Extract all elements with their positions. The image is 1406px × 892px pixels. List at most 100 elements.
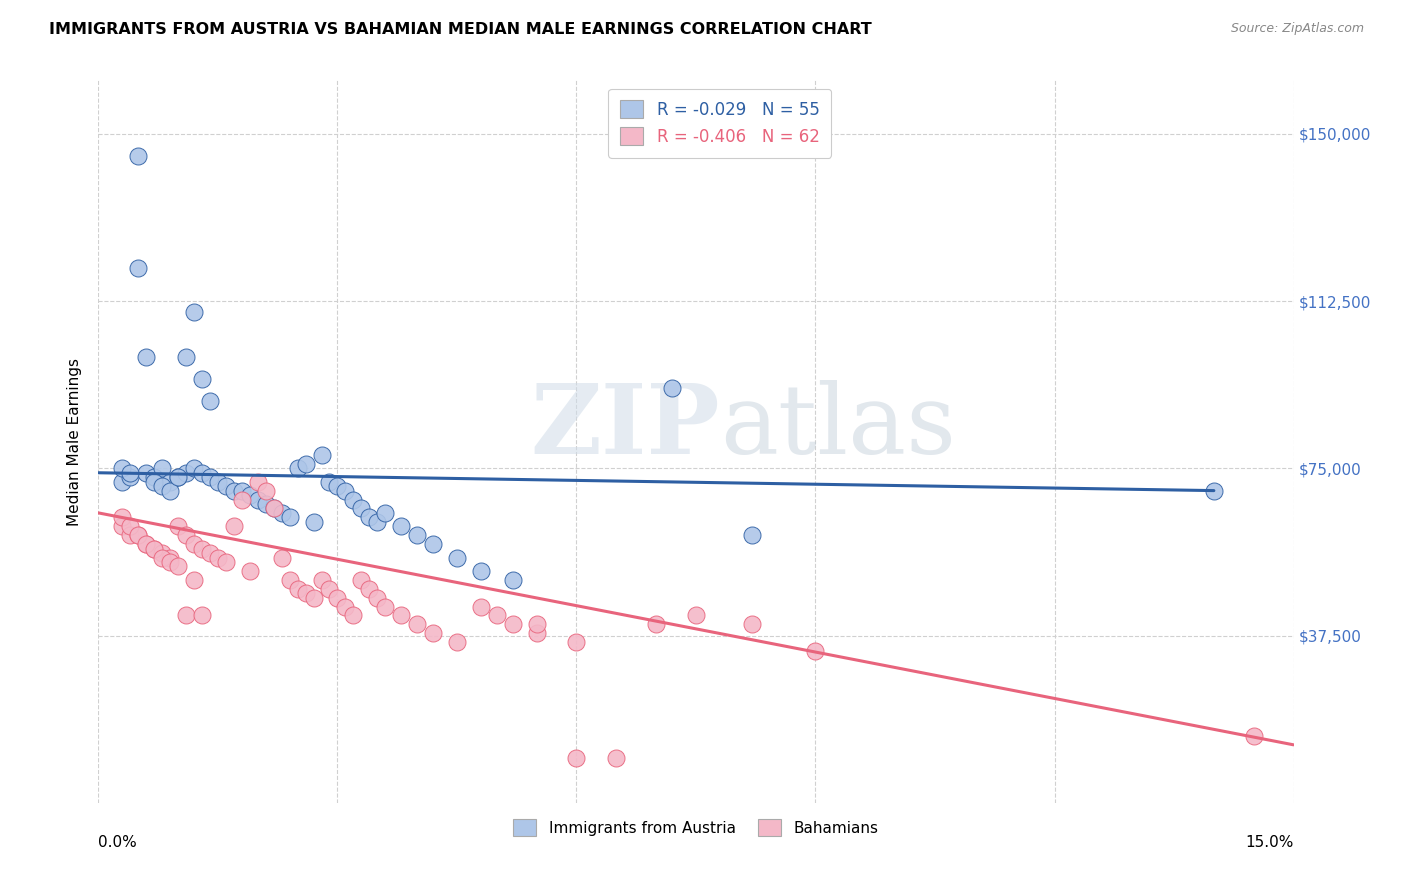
Point [127,149,149,163]
Point [311,573,333,587]
Point [167,470,190,484]
Text: 15.0%: 15.0% [1246,835,1294,850]
Point [685,608,707,623]
Point [183,537,205,551]
Point [406,528,429,542]
Point [374,599,396,614]
Point [174,350,197,364]
Point [239,564,262,578]
Point [741,617,763,632]
Point [502,573,524,587]
Point [374,506,396,520]
Point [120,470,142,484]
Point [215,479,238,493]
Point [470,564,492,578]
Point [326,479,349,493]
Point [191,541,214,556]
Point [270,506,292,520]
Point [342,608,364,623]
Point [111,461,134,475]
Point [335,599,357,614]
Point [111,519,134,533]
Point [135,466,157,480]
Point [254,497,277,511]
Point [389,519,412,533]
Point [135,537,157,551]
Point [422,537,444,551]
Point [143,541,166,556]
Y-axis label: Median Male Earnings: Median Male Earnings [67,358,83,525]
Point [263,501,285,516]
Point [366,591,388,605]
Point [422,626,444,640]
Point [198,470,221,484]
Point [605,751,627,765]
Point [246,492,269,507]
Point [127,528,149,542]
Point [174,608,197,623]
Point [287,461,309,475]
Point [804,644,827,658]
Point [215,555,238,569]
Point [120,466,142,480]
Point [183,305,205,319]
Point [661,381,683,395]
Point [135,537,157,551]
Point [294,457,316,471]
Point [183,573,205,587]
Point [502,617,524,632]
Point [207,550,229,565]
Point [127,260,149,275]
Point [350,501,373,516]
Point [159,555,181,569]
Point [143,470,166,484]
Point [150,546,173,560]
Point [135,350,157,364]
Point [645,617,668,632]
Point [167,519,190,533]
Point [342,492,364,507]
Point [263,501,285,516]
Point [222,483,245,498]
Text: IMMIGRANTS FROM AUSTRIA VS BAHAMIAN MEDIAN MALE EARNINGS CORRELATION CHART: IMMIGRANTS FROM AUSTRIA VS BAHAMIAN MEDI… [49,22,872,37]
Point [167,470,190,484]
Point [389,608,412,623]
Point [302,515,325,529]
Point [565,751,588,765]
Point [191,372,214,386]
Point [359,582,381,596]
Point [239,488,262,502]
Point [406,617,429,632]
Point [1243,729,1265,743]
Point [120,519,142,533]
Point [446,550,468,565]
Point [143,541,166,556]
Point [150,550,173,565]
Point [198,546,221,560]
Point [120,528,142,542]
Point [159,550,181,565]
Text: 0.0%: 0.0% [98,835,138,850]
Point [150,461,173,475]
Point [111,475,134,489]
Point [174,528,197,542]
Point [311,448,333,462]
Point [191,608,214,623]
Point [231,492,253,507]
Point [278,573,301,587]
Point [191,466,214,480]
Point [359,510,381,524]
Point [167,559,190,574]
Point [231,483,253,498]
Text: Source: ZipAtlas.com: Source: ZipAtlas.com [1230,22,1364,36]
Point [326,591,349,605]
Point [143,475,166,489]
Point [350,573,373,587]
Point [246,475,269,489]
Point [159,475,181,489]
Point [470,599,492,614]
Point [446,635,468,649]
Point [302,591,325,605]
Point [198,394,221,409]
Point [174,466,197,480]
